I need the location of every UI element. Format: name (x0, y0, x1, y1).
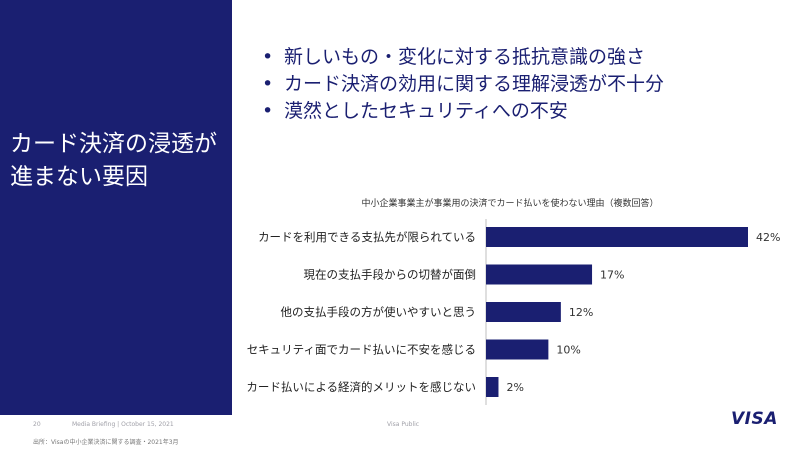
value-label: 12% (569, 306, 593, 319)
title-panel: カード決済の浸透が 進まない要因 (0, 0, 232, 415)
page-number: 20 (33, 421, 41, 428)
footer-source: 出所：Visaの中小企業決済に関する調査・2021年3月 (33, 439, 179, 446)
value-label: 42% (756, 231, 780, 244)
bullet-dot-icon: • (262, 73, 274, 95)
bullet-text: 新しいもの・変化に対する抵抗意識の強さ (284, 46, 646, 68)
value-label: 2% (506, 381, 523, 394)
category-label: セキュリティ面でカード払いに不安を感じる (247, 343, 476, 357)
bar (486, 302, 561, 322)
section-title: カード決済の浸透が 進まない要因 (10, 131, 217, 190)
bullet-item: • 新しいもの・変化に対する抵抗意識の強さ (262, 44, 664, 71)
bar (486, 339, 549, 360)
bullet-text: 漠然としたセキュリティへの不安 (284, 100, 568, 122)
bullet-item: • カード決済の効用に関する理解浸透が不十分 (262, 71, 664, 98)
category-label: 他の支払手段の方が使いやすいと思う (281, 305, 477, 319)
bullet-dot-icon: • (262, 46, 274, 68)
bullet-list: • 新しいもの・変化に対する抵抗意識の強さ • カード決済の効用に関する理解浸透が不… (262, 44, 664, 125)
value-label: 10% (556, 344, 580, 357)
bullet-dot-icon: • (262, 100, 274, 122)
footer-briefing: Media Briefing | October 15, 2021 (72, 421, 174, 428)
bar (486, 264, 593, 285)
bullet-item: • 漠然としたセキュリティへの不安 (262, 98, 664, 125)
bar (486, 377, 499, 397)
chart-title: 中小企業事業主が事業用の決済でカード払いを使わない理由（複数回答） (361, 199, 659, 209)
visa-logo: VISA (731, 409, 778, 429)
category-label: カード払いによる経済的メリットを感じない (246, 380, 476, 394)
footer-classification: Visa Public (387, 421, 420, 428)
bar-chart: カードを利用できる支払先が限られている 42% 現在の支払手段からの切替が面倒 17%… (246, 219, 780, 405)
value-label: 17% (600, 269, 624, 282)
bar (486, 227, 748, 247)
category-label: カードを利用できる支払先が限られている (258, 230, 476, 244)
bullet-text: カード決済の効用に関する理解浸透が不十分 (284, 73, 665, 95)
category-label: 現在の支払手段からの切替が面倒 (304, 268, 477, 282)
